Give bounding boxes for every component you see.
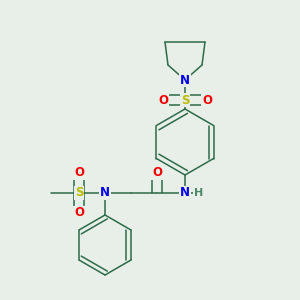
Text: S: S: [75, 187, 83, 200]
Text: O: O: [202, 94, 212, 106]
Text: O: O: [74, 206, 84, 220]
Text: S: S: [181, 94, 189, 106]
Text: O: O: [74, 167, 84, 179]
Text: O: O: [158, 94, 168, 106]
Text: H: H: [194, 188, 204, 198]
Text: N: N: [180, 187, 190, 200]
Text: N: N: [100, 187, 110, 200]
Text: N: N: [180, 74, 190, 86]
Text: O: O: [152, 167, 162, 179]
